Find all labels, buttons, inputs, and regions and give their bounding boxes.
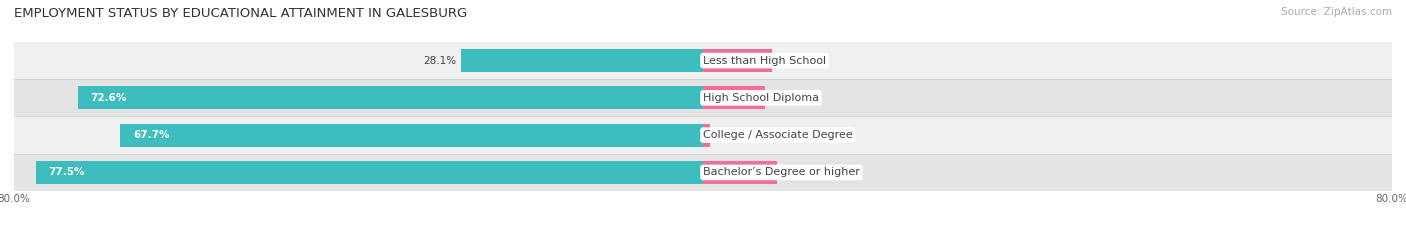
- Text: 8.6%: 8.6%: [785, 168, 810, 177]
- Text: 8.0%: 8.0%: [779, 56, 806, 65]
- Bar: [703, 161, 778, 184]
- Bar: [77, 86, 703, 110]
- Text: 7.2%: 7.2%: [772, 93, 799, 103]
- Bar: [14, 42, 1392, 79]
- Bar: [14, 116, 1392, 154]
- Bar: [461, 49, 703, 72]
- Bar: [14, 154, 1392, 191]
- Bar: [35, 161, 703, 184]
- Text: Source: ZipAtlas.com: Source: ZipAtlas.com: [1281, 7, 1392, 17]
- Bar: [703, 49, 772, 72]
- Text: 0.8%: 0.8%: [717, 130, 744, 140]
- Bar: [14, 79, 1392, 116]
- Text: 77.5%: 77.5%: [48, 168, 84, 177]
- Text: College / Associate Degree: College / Associate Degree: [703, 130, 853, 140]
- Bar: [703, 86, 765, 110]
- Text: 72.6%: 72.6%: [91, 93, 127, 103]
- Text: High School Diploma: High School Diploma: [703, 93, 820, 103]
- Text: EMPLOYMENT STATUS BY EDUCATIONAL ATTAINMENT IN GALESBURG: EMPLOYMENT STATUS BY EDUCATIONAL ATTAINM…: [14, 7, 467, 20]
- Text: Less than High School: Less than High School: [703, 56, 827, 65]
- Text: Bachelor’s Degree or higher: Bachelor’s Degree or higher: [703, 168, 860, 177]
- Bar: [120, 123, 703, 147]
- Bar: [703, 123, 710, 147]
- Text: 67.7%: 67.7%: [134, 130, 169, 140]
- Text: 28.1%: 28.1%: [423, 56, 457, 65]
